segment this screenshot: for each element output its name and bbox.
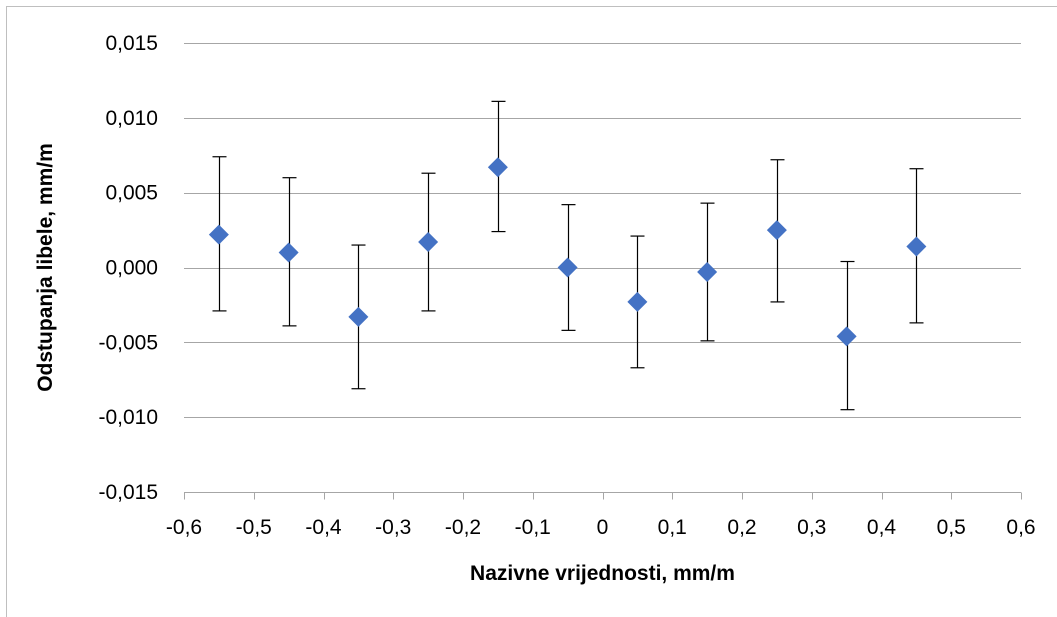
y-axis-title: Odstupanja libele, mm/m (34, 143, 57, 392)
x-tick-label-7: 0,1 (658, 516, 687, 539)
x-tick-label-0: -0,6 (166, 516, 202, 539)
data-point-5 (557, 257, 578, 278)
y-tick-label-0: 0,015 (105, 32, 158, 55)
x-tick-label-1: -0,5 (236, 516, 272, 539)
error-bars (212, 100, 924, 411)
data-point-0 (208, 224, 229, 245)
gridlines (184, 43, 1021, 493)
data-point-7 (697, 261, 718, 282)
data-point-8 (766, 220, 787, 241)
y-tick-label-4: -0,005 (98, 331, 158, 354)
data-point-6 (627, 291, 648, 312)
x-tick-label-6: 0 (597, 516, 609, 539)
chart-frame (6, 6, 1057, 617)
x-axis-title: Nazivne vrijednosti, mm/m (470, 562, 735, 585)
x-tick-label-8: 0,2 (727, 516, 756, 539)
y-tick-label-3: 0,000 (105, 257, 158, 280)
data-point-4 (487, 157, 508, 178)
y-tick-label-5: -0,010 (98, 406, 158, 429)
x-tick-label-10: 0,4 (867, 516, 897, 539)
y-tick-label-1: 0,010 (105, 107, 158, 130)
data-point-9 (836, 326, 857, 347)
x-tick-label-9: 0,3 (797, 516, 826, 539)
x-tick-label-12: 0,6 (1006, 516, 1035, 539)
x-tick-label-2: -0,4 (305, 516, 342, 539)
x-axis (184, 492, 1022, 500)
data-point-10 (906, 236, 927, 257)
data-point-3 (418, 232, 439, 253)
y-tick-labels: 0,015 0,010 0,005 0,000 -0,005 -0,010 -0,015 (98, 32, 158, 504)
x-tick-label-4: -0,2 (445, 516, 481, 539)
data-points (208, 157, 927, 347)
x-tick-label-11: 0,5 (937, 516, 966, 539)
data-point-1 (278, 242, 299, 263)
x-tick-label-3: -0,3 (375, 516, 411, 539)
x-tick-label-5: -0,1 (515, 516, 551, 539)
x-tick-labels: -0,6 -0,5 -0,4 -0,3 -0,2 -0,1 0 0,1 0,2 0,3 0,4 0,5… (166, 516, 1036, 539)
data-point-2 (348, 306, 369, 327)
y-tick-label-2: 0,005 (105, 182, 158, 205)
y-tick-label-6: -0,015 (98, 481, 158, 504)
